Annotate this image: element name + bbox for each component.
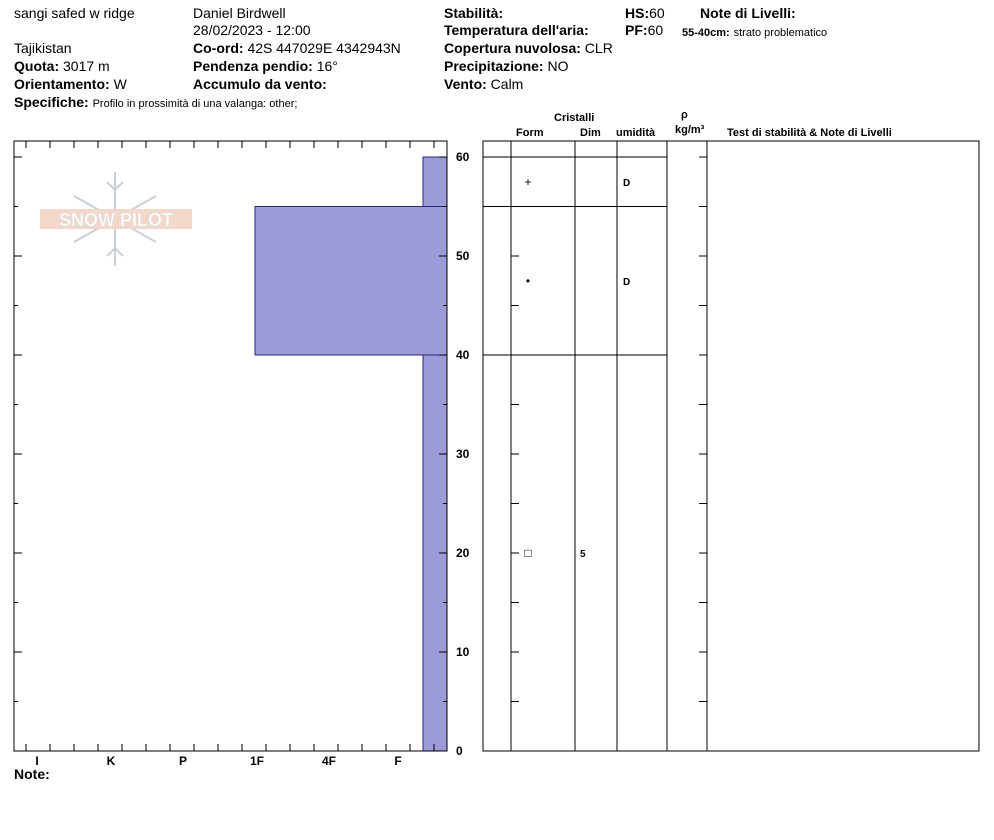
precip-field: Precipitazione: NO (444, 58, 568, 74)
logo-text: SNOW PILOT (59, 210, 173, 230)
footer-note-label: Note: (14, 766, 50, 782)
form-header: Form (516, 127, 544, 139)
size-header: Dim (580, 127, 601, 139)
hardness-label: K (107, 754, 116, 768)
hardness-label: I (35, 754, 38, 768)
wind-field: Vento: Calm (444, 76, 523, 92)
specifics-label: Specifiche: (14, 94, 89, 110)
air-temp-field: Temperatura dell'aria: (444, 22, 589, 38)
aspect-label: Orientamento: (14, 76, 110, 92)
stability-field: Stabilità: (444, 5, 503, 21)
moisture-header: umidità (616, 127, 656, 139)
cloud-label: Copertura nuvolosa: (444, 40, 581, 56)
pf-label: PF: (625, 22, 648, 38)
hardness-bar-2 (254, 206, 448, 356)
profile-border (13, 140, 448, 752)
rho-header: ρ (681, 109, 688, 121)
depth-label: 40 (456, 348, 470, 362)
layer-note-text: strato problematico (733, 27, 828, 39)
slope-field: Pendenza pendio: 16° (193, 58, 338, 74)
hardness-label: P (179, 754, 187, 768)
hardness-label: 4F (322, 754, 336, 768)
hardness-label: F (394, 754, 401, 768)
precip-label: Precipitazione: (444, 58, 544, 74)
observer-name: Daniel Birdwell (193, 5, 286, 21)
aspect-field: Orientamento: W (14, 76, 127, 92)
hardness-bar-1 (422, 156, 448, 207)
layer-note-range: 55-40cm: (682, 27, 730, 39)
location-name: sangi safed w ridge (14, 5, 135, 21)
crystal-table: + D • D □ 5 (482, 140, 980, 752)
cloud-field: Copertura nuvolosa: CLR (444, 40, 613, 56)
specifics-field: Specifiche: Profilo in prossimità di una… (14, 94, 297, 112)
aspect-value: W (113, 76, 127, 92)
snowpilot-logo: SNOW PILOT (40, 172, 192, 266)
wind-value: Calm (490, 76, 524, 92)
slope-label: Pendenza pendio: (193, 58, 313, 74)
coord-field: Co-ord: 42S 447029E 4342943N (193, 40, 401, 56)
hs-field: HS:60 (625, 5, 665, 21)
region-name: Tajikistan (14, 40, 72, 56)
crystals-header: Cristalli (554, 112, 595, 124)
wind-label: Vento: (444, 76, 487, 92)
tests-header: Test di stabilità & Note di Livelli (727, 127, 892, 139)
coord-value: 42S 447029E 4342943N (247, 40, 401, 56)
wind-loading-label: Accumulo da vento: (193, 76, 327, 92)
hardness-profile (254, 156, 448, 752)
layer-notes-label: Note di Livelli: (700, 5, 796, 21)
hs-value: 60 (649, 5, 665, 21)
profile-frame: 60 50 40 30 20 10 0 I K P 1F 4F F (13, 140, 470, 768)
elevation-field: Quota: 3017 m (14, 58, 110, 74)
hs-label: HS: (625, 5, 650, 21)
moisture-value: D (623, 178, 630, 189)
density-unit-header: kg/m³ (675, 124, 705, 136)
depth-label: 50 (456, 249, 470, 263)
depth-label: 60 (456, 150, 470, 164)
cloud-value: CLR (584, 40, 613, 56)
table-border (482, 140, 980, 752)
air-temp-label: Temperatura dell'aria: (444, 22, 589, 38)
precip-value: NO (547, 58, 569, 74)
grain-form-symbol: • (526, 274, 530, 288)
grain-form-symbol: □ (524, 546, 531, 560)
layer-note: 55-40cm: strato problematico (682, 23, 827, 41)
stability-label: Stabilità: (444, 5, 504, 21)
moisture-value: D (623, 277, 630, 288)
depth-label: 10 (456, 645, 470, 659)
hardness-label: 1F (250, 754, 264, 768)
pf-value: 60 (647, 22, 664, 38)
specifics-value: Profilo in prossimità di una valanga: ot… (92, 98, 298, 110)
observation-datetime: 28/02/2023 - 12:00 (193, 22, 311, 38)
grain-form-symbol: + (524, 175, 531, 189)
slope-value: 16° (316, 58, 338, 74)
depth-label: 30 (456, 447, 470, 461)
depth-label: 20 (456, 546, 470, 560)
pf-field: PF:60 (625, 22, 663, 38)
wind-loading-field: Accumulo da vento: (193, 76, 327, 92)
elevation-label: Quota: (14, 58, 60, 74)
coord-label: Co-ord: (193, 40, 244, 56)
depth-label: 0 (456, 744, 463, 758)
grain-size-value: 5 (580, 549, 586, 560)
elevation-value: 3017 m (63, 58, 110, 74)
